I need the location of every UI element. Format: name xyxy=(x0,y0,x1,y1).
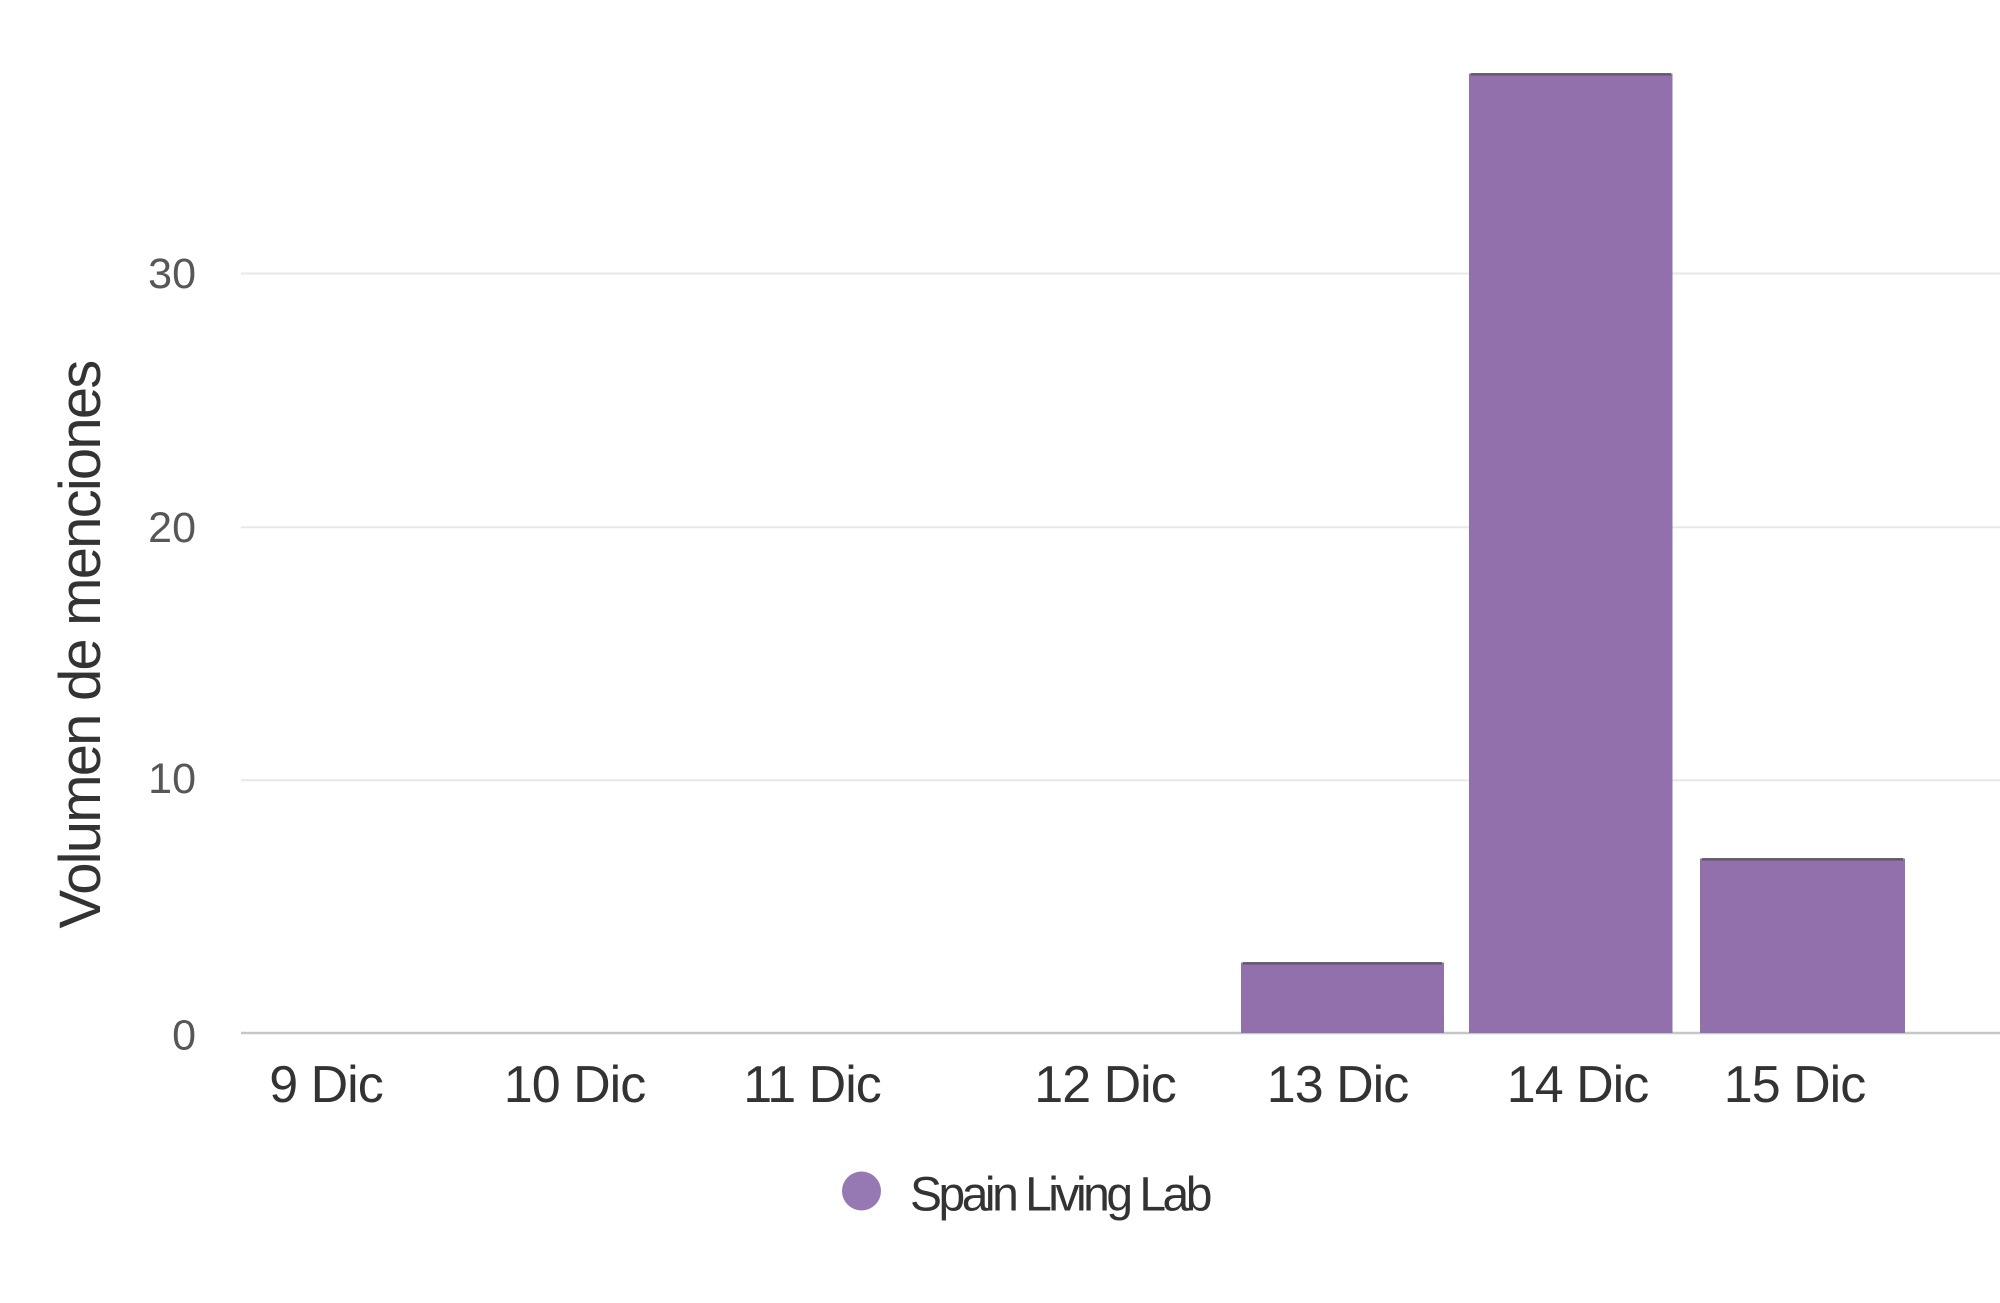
svg-text:11 Dic: 11 Dic xyxy=(743,1056,881,1114)
svg-text:14 Dic: 14 Dic xyxy=(1507,1056,1648,1114)
svg-text:Spain Living Lab: Spain Living Lab xyxy=(910,1169,1211,1222)
svg-text:0: 0 xyxy=(172,1012,196,1060)
svg-text:30: 30 xyxy=(148,250,196,298)
svg-text:Volumen de menciones: Volumen de menciones xyxy=(48,362,113,929)
svg-text:15 Dic: 15 Dic xyxy=(1724,1056,1865,1114)
svg-text:12 Dic: 12 Dic xyxy=(1034,1056,1175,1114)
svg-text:10 Dic: 10 Dic xyxy=(504,1056,645,1114)
svg-text:20: 20 xyxy=(148,504,196,552)
svg-text:10: 10 xyxy=(148,755,196,803)
svg-text:13 Dic: 13 Dic xyxy=(1267,1056,1408,1114)
svg-text:9 Dic: 9 Dic xyxy=(269,1056,382,1114)
